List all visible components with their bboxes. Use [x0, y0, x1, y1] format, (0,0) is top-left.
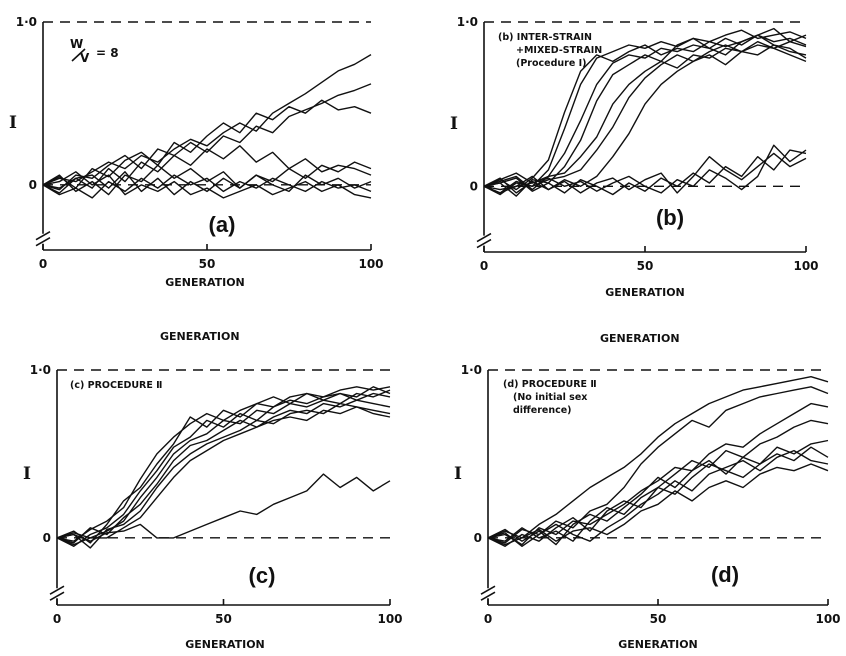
series-line-d-6 [487, 446, 829, 542]
panel-annotation-line: (No initial sex [513, 392, 587, 403]
panel-annotation-line: (Procedure I) [516, 58, 586, 69]
series-line-b-7 [483, 41, 807, 194]
x-tick-label: 50 [199, 257, 216, 271]
x-axis-label: GENERATION [165, 276, 245, 289]
x-tick-label: 100 [815, 612, 840, 626]
x-axis-label: GENERATION [605, 286, 685, 299]
series-line-d-1 [487, 376, 829, 539]
y-tick-label: 0 [470, 179, 478, 193]
series-line-a-2 [42, 83, 372, 191]
floating-generation-label-left: GENERATION [160, 330, 240, 343]
panel-tag: (c) [249, 563, 276, 588]
axis-break-mark [476, 232, 492, 249]
x-axis-label: GENERATION [618, 638, 698, 651]
series-line-b-5 [483, 41, 807, 191]
series-line-a-1 [42, 53, 372, 186]
panel-annotation-line: (c) PROCEDURE Ⅱ [70, 380, 162, 391]
series-line-c-8 [56, 473, 391, 542]
panel-annotation-line: (b) INTER-STRAIN [498, 32, 592, 43]
y-tick-label: 0 [474, 531, 482, 545]
x-tick-label: 0 [39, 257, 47, 271]
panel-b: 0 50 100 0 1·0 I GENERATION (b) (b) INTER-STRAIN… [450, 15, 819, 299]
x-tick-label: 0 [484, 612, 492, 626]
x-axis-label: GENERATION [185, 638, 265, 651]
panel-annotation-line: difference) [513, 405, 572, 416]
x-tick-label: 50 [650, 612, 667, 626]
x-tick-label: 100 [358, 257, 383, 271]
ratio-value: = 8 [96, 46, 119, 60]
axis-break-mark [480, 585, 496, 601]
series-line-c-3 [56, 392, 391, 547]
axis-break-mark [49, 585, 65, 601]
x-tick-label: 100 [793, 259, 818, 273]
ratio-denominator: V [80, 51, 90, 65]
y-axis-label: I [454, 464, 462, 484]
axis-break-mark [35, 231, 51, 247]
panel-tag: (d) [711, 562, 739, 587]
floating-generation-label-right: GENERATION [600, 332, 680, 345]
x-tick-label: 0 [480, 259, 488, 273]
panel-a: 0 50 100 0 1·0 I GENERATION (a) WV = 8 [9, 15, 384, 289]
x-tick-label: 50 [637, 259, 654, 273]
x-tick-label: 50 [215, 612, 232, 626]
x-tick-label: 0 [53, 612, 61, 626]
y-tick-label: 0 [29, 178, 37, 192]
y-tick-label: 1·0 [30, 363, 51, 377]
series-line-d-8 [487, 463, 829, 546]
series-line-a-7 [42, 171, 372, 199]
panel-tag: (a) [209, 212, 236, 237]
panel-d: 0 50 100 0 1·0 I GENERATION (d) (d) PROCEDURE Ⅱ (… [454, 363, 841, 651]
y-tick-label: 1·0 [461, 363, 482, 377]
series-line-c-6 [56, 402, 391, 549]
series-line-b-10 [483, 144, 807, 194]
y-axis-label: I [23, 464, 31, 484]
y-tick-label: 1·0 [457, 15, 478, 29]
ratio-numerator: W [70, 37, 83, 51]
panel-c: 0 50 100 0 1·0 I GENERATION (c) (c) PROCEDURE Ⅱ [23, 363, 403, 651]
y-axis-label: I [450, 114, 458, 134]
panel-tag: (b) [656, 205, 684, 230]
series-line-c-4 [56, 389, 391, 539]
y-tick-label: 1·0 [16, 15, 37, 29]
panel-annotation-line: +MIXED-STRAIN [516, 45, 602, 56]
y-axis-label: I [9, 113, 17, 133]
ratio-slash [71, 48, 86, 62]
series-line-c-7 [56, 406, 391, 546]
series-line-c-5 [56, 399, 391, 544]
series-line-a-3 [42, 99, 372, 189]
series-line-d-3 [487, 402, 829, 546]
series-line-c-2 [56, 386, 391, 544]
series-line-a-6 [42, 174, 372, 199]
y-tick-label: 0 [43, 531, 51, 545]
series-line-a-5 [42, 161, 372, 196]
x-tick-label: 100 [377, 612, 402, 626]
panel-annotation-line: (d) PROCEDURE Ⅱ [503, 379, 597, 390]
series-line-b-8 [483, 149, 807, 196]
series-line-d-7 [487, 449, 829, 547]
series-line-a-8 [42, 171, 372, 196]
